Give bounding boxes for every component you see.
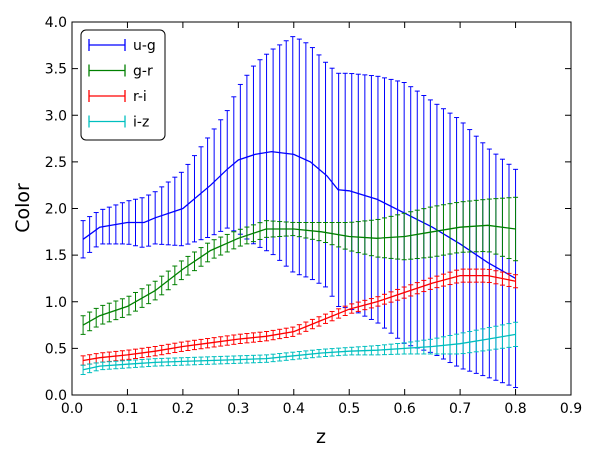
legend-label: g-r: [133, 64, 153, 80]
y-tick-label: 2.0: [45, 202, 67, 218]
x-tick-label: 0.4: [283, 401, 305, 417]
y-tick-label: 2.5: [45, 155, 67, 171]
y-tick-label: 0.5: [45, 341, 67, 357]
series-r-i: [80, 268, 519, 366]
series-line-r-i: [82, 274, 516, 362]
x-tick-label: 0.3: [227, 401, 249, 417]
y-tick-label: 4.0: [45, 15, 67, 31]
y-tick-label: 0.0: [45, 388, 67, 404]
series-line-g-r: [82, 224, 516, 326]
legend-entry-i-z: i-z: [88, 115, 149, 131]
legend: u-g g-r r-i i-z: [80, 29, 166, 141]
x-tick-label: 0.2: [172, 401, 194, 417]
ticks-layer: 0.0 0.1 0.2 0.3 0.4 0.5 0.6 0.7 0.8 0.9 0.0 0.5 1.0 1…: [45, 15, 582, 417]
series-layer: [80, 36, 519, 389]
x-tick-label: 0.8: [504, 401, 526, 417]
series-line-u-g: [82, 150, 516, 279]
legend-entry-u-g: u-g: [88, 38, 156, 54]
series-line-i-z: [82, 333, 516, 371]
legend-box: [80, 29, 166, 141]
x-tick-label: 0.9: [560, 401, 582, 417]
legend-label: u-g: [133, 38, 156, 54]
legend-label: i-z: [133, 115, 149, 131]
y-tick-label: 1.0: [45, 295, 67, 311]
y-tick-label: 3.0: [45, 108, 67, 124]
y-tick-label: 1.5: [45, 248, 67, 264]
legend-label: r-i: [133, 89, 147, 105]
x-tick-label: 0.6: [394, 401, 416, 417]
series-g-r: [80, 196, 519, 335]
x-tick-label: 0.5: [338, 401, 360, 417]
x-tick-label: 0.1: [116, 401, 138, 417]
x-axis-label: z: [316, 426, 326, 448]
x-tick-label: 0.0: [61, 401, 83, 417]
legend-entry-g-r: g-r: [88, 64, 153, 80]
legend-entries: u-g g-r r-i i-z: [88, 38, 156, 131]
x-tick-label: 0.7: [449, 401, 471, 417]
legend-entry-r-i: r-i: [88, 89, 147, 105]
y-tick-label: 3.5: [45, 62, 67, 78]
y-axis-label: Color: [12, 183, 34, 233]
series-i-z: [80, 321, 519, 375]
